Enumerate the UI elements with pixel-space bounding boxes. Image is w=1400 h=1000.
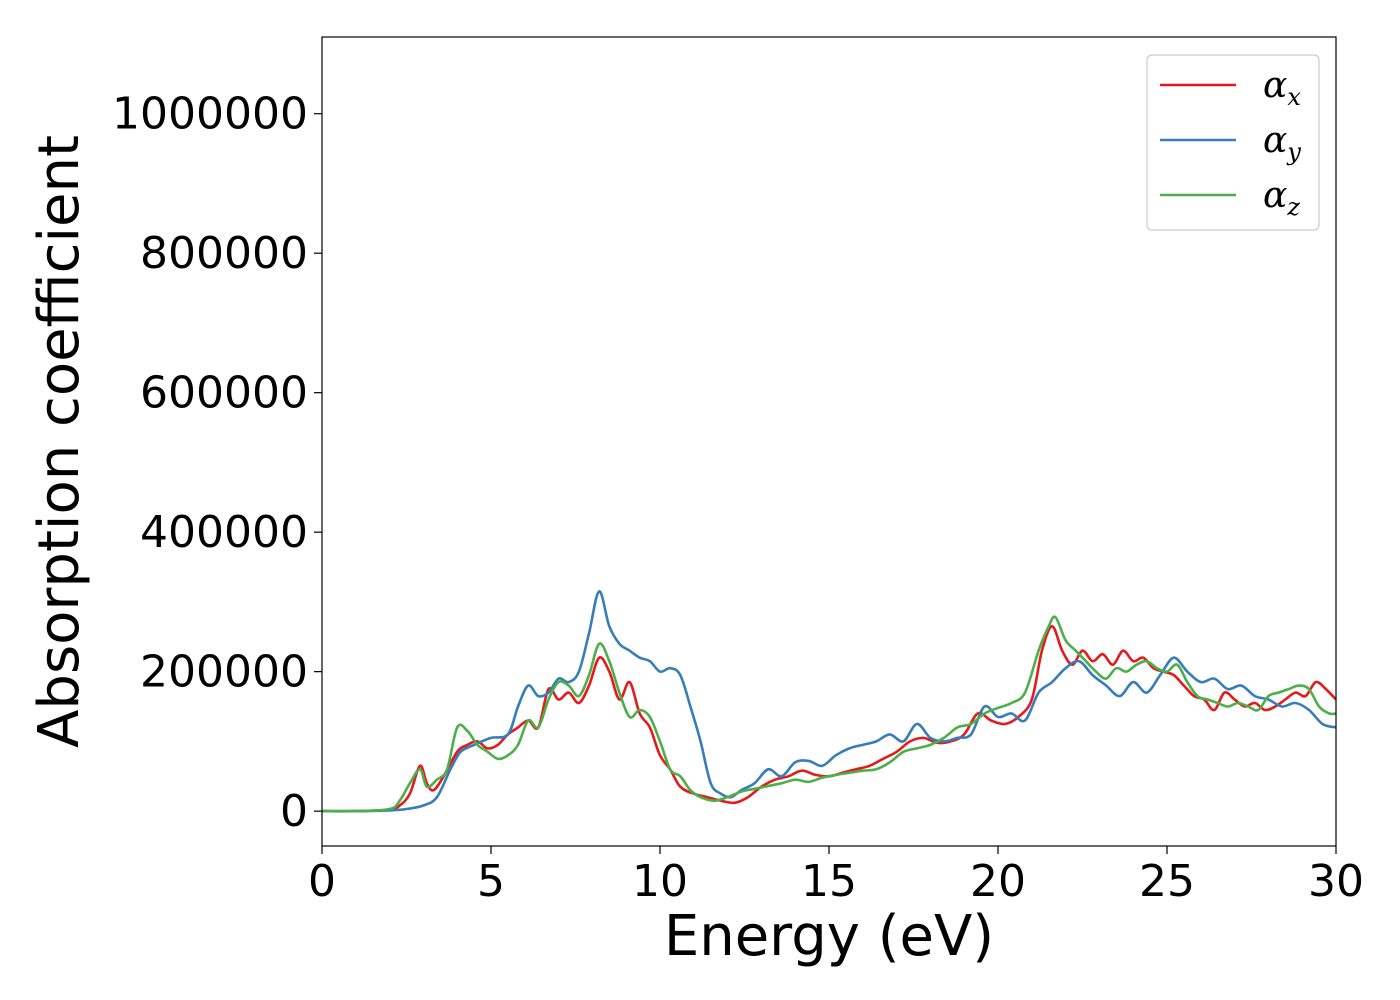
- y-tick-label: 600000: [140, 368, 308, 419]
- x-axis-ticks: 0 5 10 15 20 25 30: [308, 846, 1364, 907]
- y-axis-label: Absorption coefficient: [27, 135, 92, 748]
- series-line-x: [322, 625, 1336, 813]
- legend-label-z: αz: [1263, 175, 1300, 221]
- x-tick-label: 20: [970, 856, 1026, 907]
- series-line-z: [322, 615, 1336, 813]
- x-tick-label: 30: [1308, 856, 1364, 907]
- plot-lines: [322, 590, 1336, 813]
- series-line-y: [322, 590, 1336, 813]
- x-axis-label: Energy (eV): [664, 904, 994, 969]
- y-tick-label: 800000: [140, 228, 308, 279]
- x-tick-label: 0: [308, 856, 336, 907]
- y-tick-label: 0: [280, 786, 308, 837]
- legend-label-x: αx: [1263, 65, 1301, 111]
- y-axis-ticks: 0 200000 400000 600000 800000 1000000: [112, 89, 322, 837]
- y-tick-label: 400000: [140, 507, 308, 558]
- legend-label-y: αy: [1263, 120, 1301, 166]
- x-tick-label: 25: [1139, 856, 1195, 907]
- x-tick-label: 5: [477, 856, 505, 907]
- x-tick-label: 10: [632, 856, 688, 907]
- y-tick-label: 200000: [140, 647, 308, 698]
- legend: αx αy αz: [1146, 54, 1320, 231]
- x-tick-label: 15: [801, 856, 857, 907]
- y-tick-label: 1000000: [112, 89, 308, 140]
- legend-box: [1146, 54, 1320, 231]
